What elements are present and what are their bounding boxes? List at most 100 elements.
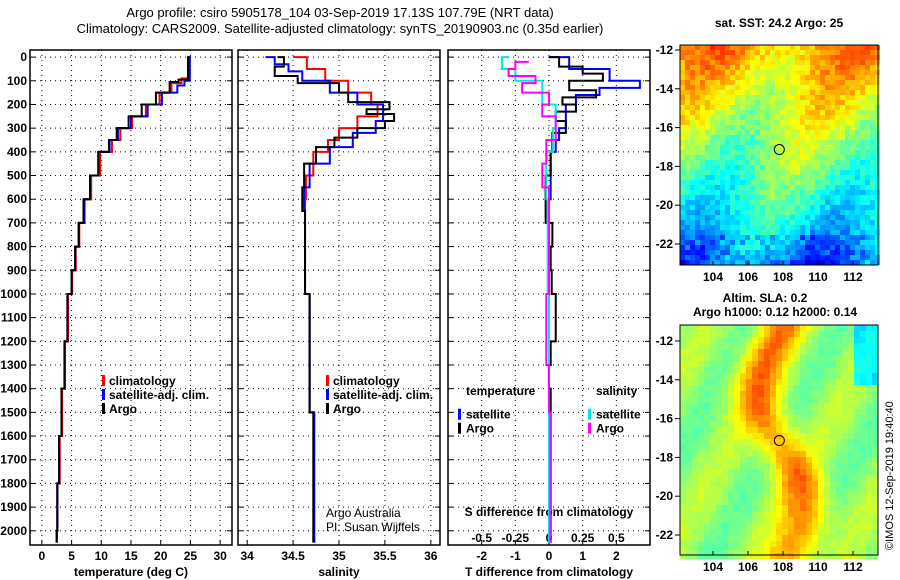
map-cell <box>830 553 836 559</box>
map-cell <box>740 55 745 60</box>
map-cell <box>825 140 830 145</box>
map-cell <box>812 355 818 361</box>
map-cell <box>872 409 878 415</box>
map-cell <box>800 180 805 185</box>
map-cell <box>695 95 700 100</box>
map-cell <box>825 195 830 200</box>
map-cell <box>790 120 795 125</box>
map-cell <box>845 105 850 110</box>
map-cell <box>790 105 795 110</box>
map-cell <box>686 367 692 373</box>
map-cell <box>725 90 730 95</box>
map-cell <box>760 115 765 120</box>
map-cell <box>850 175 855 180</box>
map-cell <box>686 469 692 475</box>
map-cell <box>680 451 686 457</box>
map-cell <box>830 541 836 547</box>
map-cell <box>870 130 875 135</box>
map-cell <box>770 547 776 553</box>
map-cell <box>770 250 775 255</box>
map-cell <box>776 553 782 559</box>
map-cell <box>725 210 730 215</box>
map-cell <box>788 415 794 421</box>
map-cell <box>750 125 755 130</box>
map-cell <box>788 547 794 553</box>
map-cell <box>758 403 764 409</box>
map-cell <box>835 260 840 265</box>
map-cell <box>865 240 870 245</box>
map-cell <box>698 535 704 541</box>
map-cell <box>692 439 698 445</box>
map-cell <box>750 165 755 170</box>
map-cell <box>690 245 695 250</box>
map-cell <box>845 55 850 60</box>
map-cell <box>750 255 755 260</box>
map-cell <box>740 463 746 469</box>
map-cell <box>835 155 840 160</box>
map-cell <box>795 75 800 80</box>
map-cell <box>695 140 700 145</box>
map-cell <box>835 120 840 125</box>
map-cell <box>716 391 722 397</box>
map-cell <box>795 220 800 225</box>
map-cell <box>686 403 692 409</box>
map-cell <box>755 200 760 205</box>
map-cell <box>854 343 860 349</box>
map-cell <box>795 105 800 110</box>
map-cell <box>715 65 720 70</box>
map-cell <box>815 55 820 60</box>
map-cell <box>842 457 848 463</box>
map-cell <box>758 523 764 529</box>
map-cell <box>794 421 800 427</box>
map-cell <box>825 160 830 165</box>
map-cell <box>680 553 686 559</box>
map-cell <box>850 100 855 105</box>
map-cell <box>770 361 776 367</box>
map-cell <box>710 190 715 195</box>
map-cell <box>775 180 780 185</box>
map-cell <box>775 55 780 60</box>
map-cell <box>800 367 806 373</box>
map-cell <box>770 185 775 190</box>
map-cell <box>815 90 820 95</box>
map-cell <box>860 125 865 130</box>
map-cell <box>685 70 690 75</box>
map-cell <box>715 140 720 145</box>
map-cell <box>680 379 686 385</box>
map-cell <box>872 433 878 439</box>
map-cell <box>825 220 830 225</box>
map-cell <box>695 215 700 220</box>
map-cell <box>700 225 705 230</box>
map-cell <box>842 337 848 343</box>
map-cell <box>855 170 860 175</box>
map-cell <box>716 421 722 427</box>
map-cell <box>842 421 848 427</box>
map-cell <box>850 50 855 55</box>
map-cell <box>686 535 692 541</box>
map-cell <box>820 190 825 195</box>
legend-label: climatology <box>333 374 400 388</box>
map-cell <box>770 155 775 160</box>
map-cell <box>720 250 725 255</box>
map-cell <box>805 205 810 210</box>
map-cell <box>870 110 875 115</box>
map-cell <box>790 205 795 210</box>
lat-tick-label: -20 <box>656 489 674 503</box>
map-cell <box>752 361 758 367</box>
map-cell <box>848 493 854 499</box>
map-cell <box>825 200 830 205</box>
map-cell <box>815 220 820 225</box>
map-cell <box>770 397 776 403</box>
map-cell <box>800 55 805 60</box>
map-cell <box>785 175 790 180</box>
map-cell <box>680 439 686 445</box>
map-cell <box>746 481 752 487</box>
map-cell <box>722 421 728 427</box>
map-cell <box>836 337 842 343</box>
map-cell <box>805 200 810 205</box>
map-cell <box>830 165 835 170</box>
map-cell <box>695 190 700 195</box>
map-cell <box>710 445 716 451</box>
map-cell <box>870 210 875 215</box>
map-cell <box>730 225 735 230</box>
